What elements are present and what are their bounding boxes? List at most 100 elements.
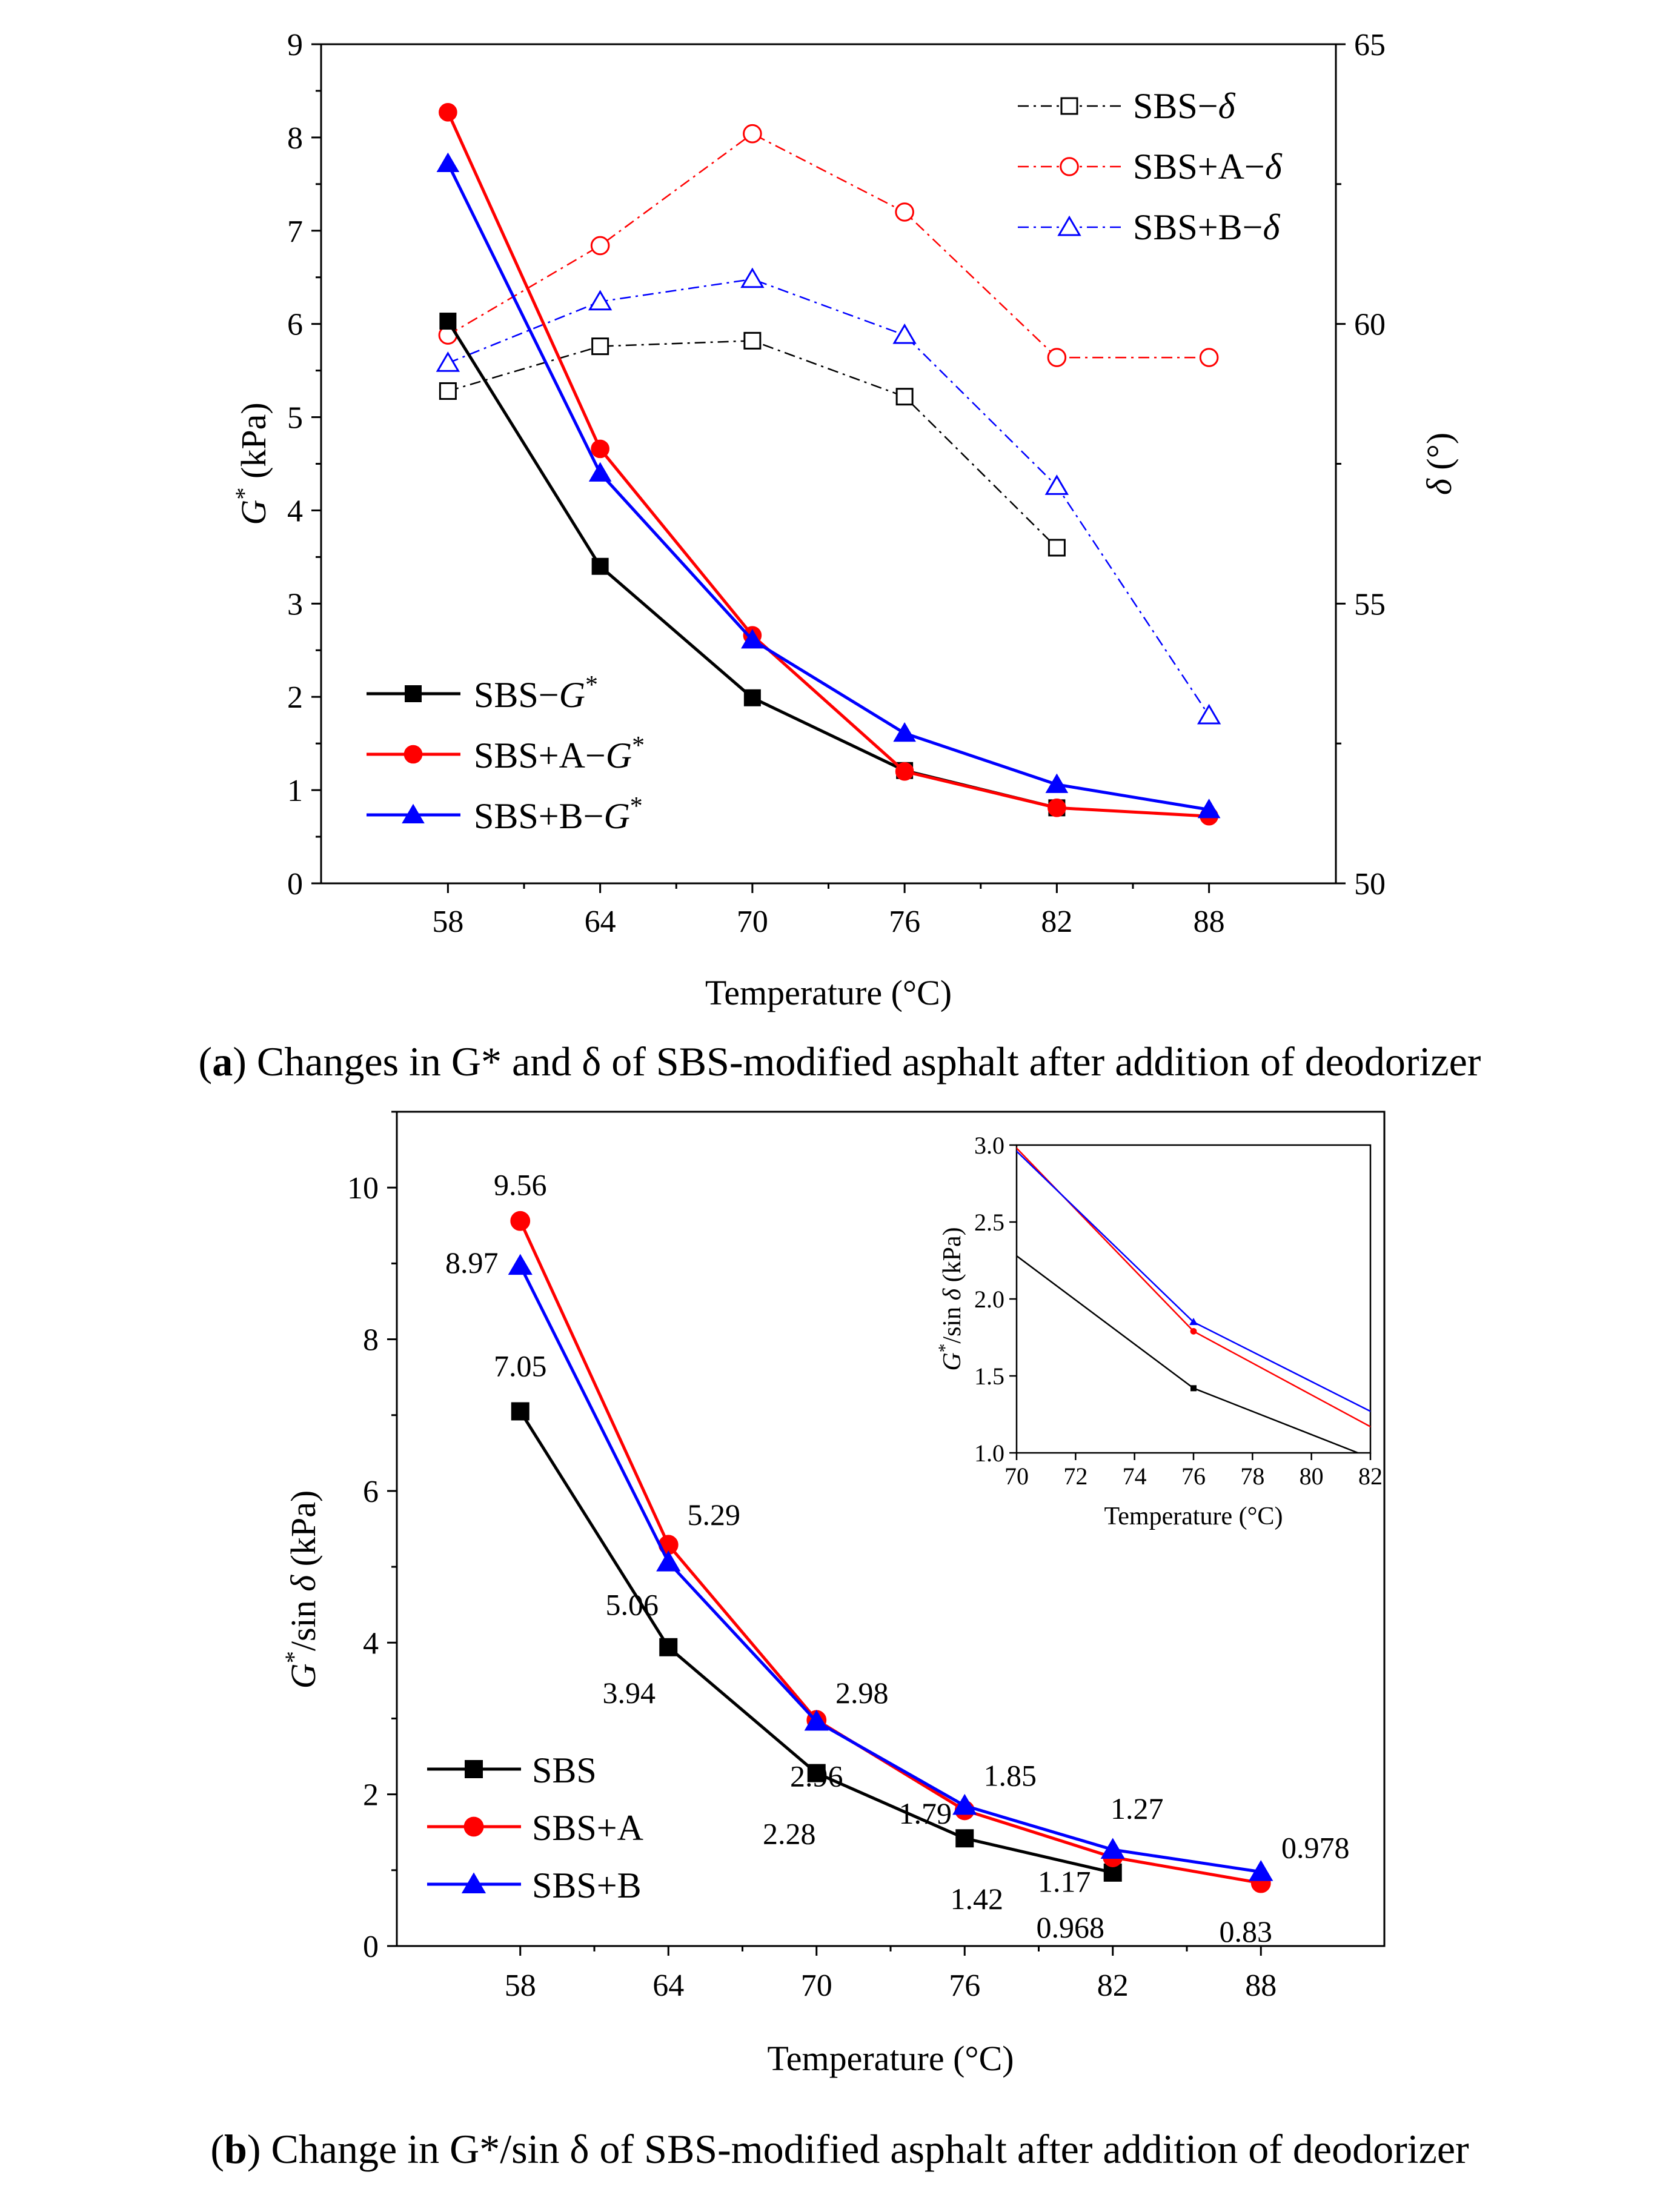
data-point xyxy=(591,337,609,356)
data-label: 5.06 xyxy=(606,1588,659,1622)
x-tick-label: 64 xyxy=(652,1968,684,2003)
data-label: 8.97 xyxy=(445,1246,499,1280)
data-label: 2.98 xyxy=(835,1676,889,1710)
x-tick-label: 76 xyxy=(889,905,920,939)
svg-text:(b) Change in G*/sin δ of SBS-: (b) Change in G*/sin δ of SBS-modified a… xyxy=(210,2126,1469,2172)
data-labels-sbs-a: 9.56 5.29 2.98 1.79 1.17 0.83 xyxy=(494,1167,1272,1948)
data-point xyxy=(439,313,457,330)
data-point xyxy=(508,1254,533,1275)
data-point xyxy=(743,331,762,350)
caption-a-text: Changes in G* and δ of SBS-modified asph… xyxy=(257,1038,1481,1084)
legend-marker xyxy=(461,1872,486,1893)
series-sbs-b xyxy=(508,1254,1273,1881)
legend-label: SBS xyxy=(532,1750,597,1790)
data-point xyxy=(439,382,457,400)
inset-y-tick-label: 2.0 xyxy=(974,1286,1004,1313)
data-point xyxy=(1048,799,1066,817)
y-left-tick-label: 0 xyxy=(287,867,303,902)
y-left-tick-label: 5 xyxy=(287,401,303,436)
caption-b-text: Change in G*/sin δ of SBS-modified aspha… xyxy=(271,2126,1469,2172)
inset-data-point xyxy=(1190,1385,1197,1392)
data-point xyxy=(510,1211,531,1231)
x-tick-label: 76 xyxy=(949,1968,980,2003)
y-tick-label: 8 xyxy=(363,1323,379,1358)
caption-a-label: a xyxy=(212,1038,233,1084)
caption-b: (b) Change in G*/sin δ of SBS-modified a… xyxy=(210,2126,1469,2172)
inset-x-tick-label: 78 xyxy=(1240,1463,1264,1490)
data-point xyxy=(895,762,914,781)
legend-label: SBS+A−G*​ xyxy=(474,732,645,776)
legend-marker xyxy=(465,1760,483,1778)
data-label: 0.978 xyxy=(1281,1831,1350,1865)
series-line xyxy=(447,320,1057,809)
series-line xyxy=(448,340,1058,548)
series-line xyxy=(519,1264,1261,1874)
y-left-tick-label: 8 xyxy=(287,121,303,156)
data-point xyxy=(590,236,610,256)
x-tick-label: 58 xyxy=(432,905,463,939)
data-point xyxy=(807,1764,826,1782)
data-point xyxy=(743,689,761,706)
inset-series-sbs-a xyxy=(1017,1146,1370,1428)
series-sbs-a-g xyxy=(439,103,1218,826)
legend-label: SBS+B−δ xyxy=(1133,207,1280,247)
series-sbs-b-g xyxy=(436,152,1221,819)
data-point xyxy=(588,462,612,482)
x-tick-label: 64 xyxy=(585,905,616,939)
inset-x-tick-label: 74 xyxy=(1123,1463,1147,1490)
legend-marker xyxy=(403,745,423,764)
series-sbs-a xyxy=(438,124,1219,367)
data-label: 0.968 xyxy=(1037,1910,1105,1944)
y-left-tick-label: 2 xyxy=(287,680,303,715)
x-tick-label: 82 xyxy=(1041,905,1072,939)
inset-series-line xyxy=(1017,1149,1370,1412)
data-label: 2.96 xyxy=(790,1759,843,1793)
x-tick-label: 58 xyxy=(505,1968,536,2003)
inset-x-tick-label: 76 xyxy=(1181,1463,1206,1490)
inset-data-point xyxy=(1189,1318,1198,1326)
data-point xyxy=(436,351,460,372)
y-left-tick-label: 9 xyxy=(287,28,303,62)
y-left-tick-label: 6 xyxy=(287,308,303,342)
data-point xyxy=(591,557,609,575)
legend-b: SBS SBS+A SBS+B xyxy=(427,1750,643,1905)
inset-y-tick-label: 1.0 xyxy=(974,1440,1004,1467)
data-point xyxy=(588,290,613,311)
inset-x-tick-label: 80 xyxy=(1300,1463,1324,1490)
data-point xyxy=(895,388,914,406)
x-tick-label: 88 xyxy=(1194,905,1225,939)
data-point xyxy=(741,629,764,649)
inset-y-tick-label: 2.5 xyxy=(974,1209,1004,1236)
caption-b-label: b xyxy=(224,2126,247,2172)
data-label: 1.85 xyxy=(984,1758,1037,1792)
data-point xyxy=(1047,348,1067,367)
data-label: 1.79 xyxy=(899,1796,952,1830)
y-left-axis-title: G*​ (kPa) xyxy=(230,402,274,525)
y-tick-label: 4 xyxy=(363,1626,379,1661)
y-left-tick-label: 7 xyxy=(287,214,303,249)
legend-label: SBS+B xyxy=(532,1865,642,1905)
series-sbs xyxy=(439,331,1066,557)
data-labels-sbs-b: 8.97 5.06 2.96 1.85 1.27 0.978 xyxy=(445,1246,1350,1864)
svg-text:(a) Changes in G* and δ of SBS: (a) Changes in G* and δ of SBS-modified … xyxy=(199,1038,1481,1084)
legend-marker xyxy=(405,685,422,702)
data-point xyxy=(955,1829,974,1848)
y-right-tick-label: 55 xyxy=(1354,587,1386,622)
data-label: 2.28 xyxy=(763,1817,816,1851)
inset-series-line xyxy=(1017,1254,1360,1453)
y-axis-title: G*​/sin δ (kPa) xyxy=(280,1490,324,1689)
caption-a: (a) Changes in G* and δ of SBS-modified … xyxy=(199,1038,1481,1084)
data-point xyxy=(1197,799,1221,819)
legend-marker xyxy=(1060,157,1079,176)
series-line xyxy=(447,111,1209,818)
y-tick-label: 0 xyxy=(363,1930,379,1964)
inset-chart: 70 72 74 76 78 80 82 1.0 1.5 2.0 2.5 3.0 Temperature… xyxy=(935,1132,1383,1530)
y-left-tick-label: 1 xyxy=(287,774,303,808)
series-sbs xyxy=(511,1402,1122,1882)
data-point xyxy=(740,267,765,288)
data-point xyxy=(743,124,762,144)
y-right-tick-label: 50 xyxy=(1354,867,1386,902)
legend-label: SBS−δ xyxy=(1133,86,1236,126)
chart-b: 58 64 70 76 82 88 0 2 4 6 8 10 Temperature (°C) G*​/s… xyxy=(280,1111,1386,2078)
